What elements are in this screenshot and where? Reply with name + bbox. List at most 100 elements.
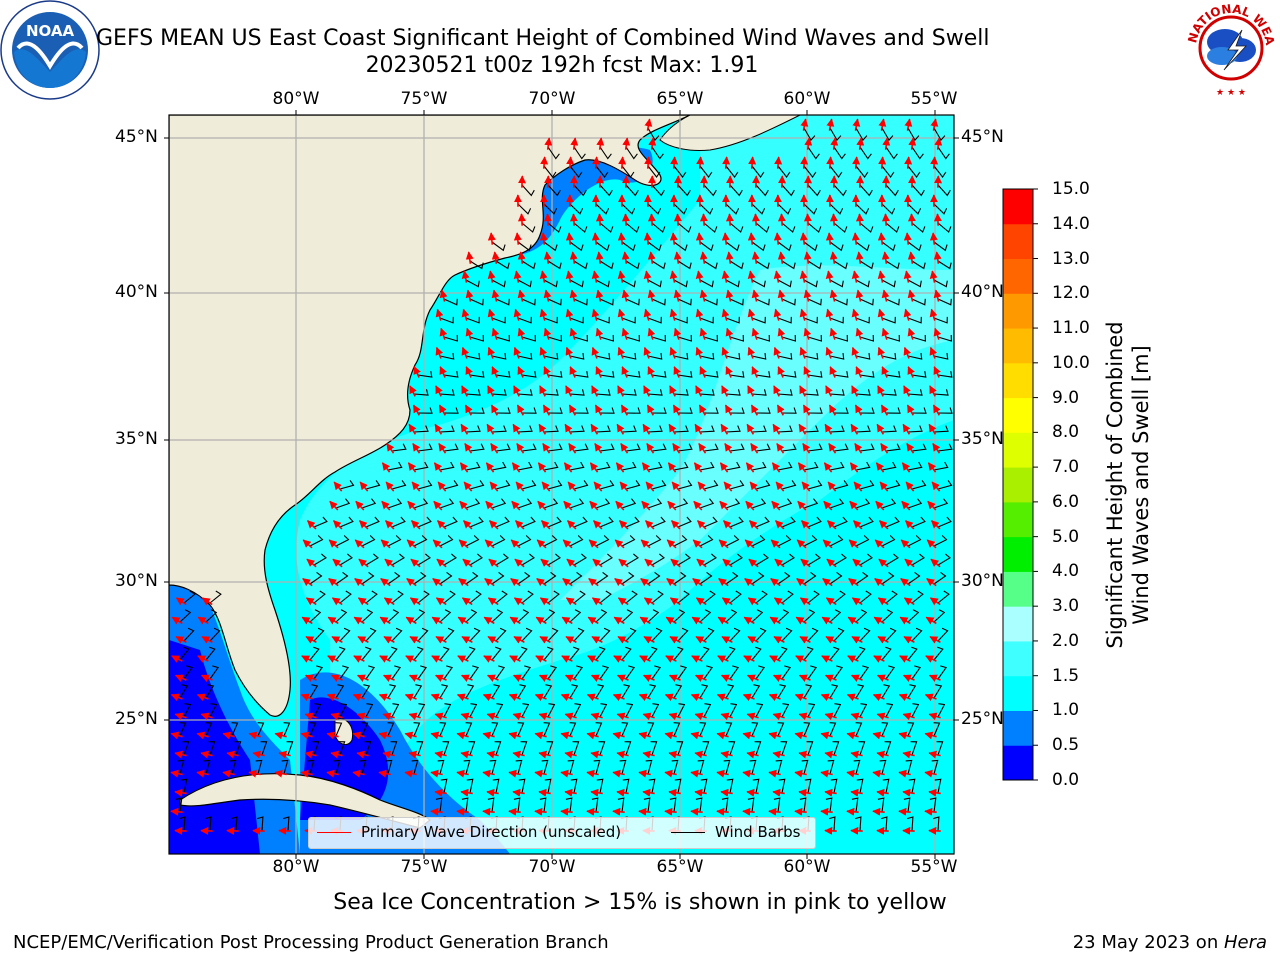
wave-direction-arrow: [568, 442, 577, 454]
wind-barb: [781, 334, 796, 342]
wind-barb: [777, 461, 793, 471]
wave-direction-arrow: [877, 270, 886, 283]
wind-barb: [365, 703, 374, 718]
wave-direction-arrow: [612, 693, 625, 702]
wave-direction-arrow: [852, 558, 863, 568]
wave-direction-arrow: [693, 500, 703, 511]
wind-barb: [547, 443, 563, 452]
colorbar-tick-label: 13.0: [1052, 248, 1090, 269]
wave-direction-arrow: [588, 577, 599, 587]
footer-date-text: 23 May 2023 on: [1072, 932, 1224, 953]
wind-barb: [777, 389, 793, 396]
wind-barb: [859, 298, 874, 306]
wave-direction-arrow: [534, 693, 547, 702]
wind-barb: [179, 609, 192, 623]
wind-barb: [751, 353, 767, 360]
wave-direction-arrow: [690, 731, 703, 740]
wind-barb: [387, 684, 397, 699]
wave-direction-arrow: [482, 693, 495, 702]
wind-barb: [937, 516, 952, 528]
wave-direction-arrow: [744, 577, 755, 587]
wave-direction-arrow: [928, 712, 941, 721]
wind-barb: [547, 222, 562, 233]
wind-barb: [859, 371, 875, 378]
wave-direction-arrow: [900, 577, 911, 587]
wind-barb: [439, 425, 455, 433]
wave-direction-arrow: [196, 769, 209, 778]
wind-barb: [651, 146, 664, 160]
wind-barb: [673, 353, 689, 360]
wave-direction-arrow: [196, 693, 209, 702]
wind-barb: [439, 353, 455, 360]
wave-direction-arrow: [822, 577, 833, 587]
wind-barb: [934, 778, 942, 794]
wind-barb: [803, 498, 819, 509]
wave-direction-arrow: [489, 520, 499, 530]
wind-barb: [595, 389, 611, 396]
wind-barb: [335, 722, 343, 737]
wind-barb: [309, 684, 319, 699]
wave-direction-arrow: [742, 807, 755, 816]
wind-barb: [624, 741, 632, 756]
wave-direction-arrow: [456, 807, 469, 816]
wave-direction-arrow: [751, 251, 760, 264]
wave-direction-arrow: [776, 442, 785, 454]
wind-barb: [859, 480, 875, 490]
wave-direction-arrow: [617, 635, 629, 644]
wave-direction-arrow: [879, 520, 889, 530]
wind-barb: [807, 703, 816, 718]
wave-direction-arrow: [902, 712, 915, 721]
wave-direction-arrow: [646, 404, 655, 416]
wave-direction-arrow: [456, 693, 469, 702]
wind-barb: [729, 627, 741, 642]
footer-credit: NCEP/EMC/Verification Post Processing Pr…: [13, 932, 609, 953]
wave-direction-arrow: [460, 788, 473, 797]
wind-barb: [911, 407, 927, 414]
wave-direction-arrow: [773, 308, 782, 321]
wave-direction-arrow: [409, 385, 417, 397]
wave-direction-arrow: [903, 385, 911, 397]
wind-barb: [885, 516, 900, 528]
lon-label-bottom-75w: 75°W: [400, 857, 448, 877]
wave-direction-arrow: [795, 655, 807, 663]
wind-barb: [833, 298, 848, 306]
wave-direction-arrow: [878, 558, 889, 568]
wave-direction-arrow: [800, 558, 811, 568]
colorbar-tick-label: 6.0: [1052, 491, 1080, 512]
wave-direction-arrow: [850, 674, 863, 682]
wind-barb: [803, 571, 817, 585]
wave-direction-arrow: [222, 769, 235, 778]
wind-barb: [937, 334, 952, 342]
wave-direction-arrow: [534, 769, 547, 778]
wind-barb: [546, 741, 554, 756]
wave-direction-arrow: [695, 346, 704, 359]
wind-barb: [547, 703, 556, 718]
wave-direction-arrow: [907, 289, 916, 302]
wind-barb: [671, 759, 679, 775]
wind-barb: [910, 741, 918, 756]
wind-barb: [803, 353, 819, 360]
wave-direction-arrow: [615, 462, 625, 473]
wave-direction-arrow: [565, 270, 574, 283]
wave-direction-arrow: [483, 655, 495, 663]
wave-direction-arrow: [777, 213, 786, 226]
wind-barb: [543, 165, 557, 178]
wave-direction-arrow: [747, 597, 759, 606]
wave-direction-arrow: [930, 558, 941, 568]
wave-direction-arrow: [800, 156, 809, 169]
wave-direction-arrow: [513, 385, 521, 397]
wind-barb: [491, 425, 507, 433]
wave-direction-arrow: [898, 693, 911, 702]
wind-barb: [491, 279, 506, 288]
wave-direction-arrow: [881, 289, 890, 302]
wind-barb: [833, 260, 848, 270]
lat-label-right-30n: 30°N: [961, 571, 1004, 591]
wind-barb: [725, 389, 741, 396]
wind-barb: [599, 371, 615, 378]
wind-barb: [725, 498, 741, 509]
wind-barb: [933, 241, 948, 252]
wind-barb: [599, 553, 613, 566]
wind-barb: [933, 609, 946, 623]
wind-barb: [599, 627, 611, 642]
wave-direction-arrow: [899, 655, 911, 663]
